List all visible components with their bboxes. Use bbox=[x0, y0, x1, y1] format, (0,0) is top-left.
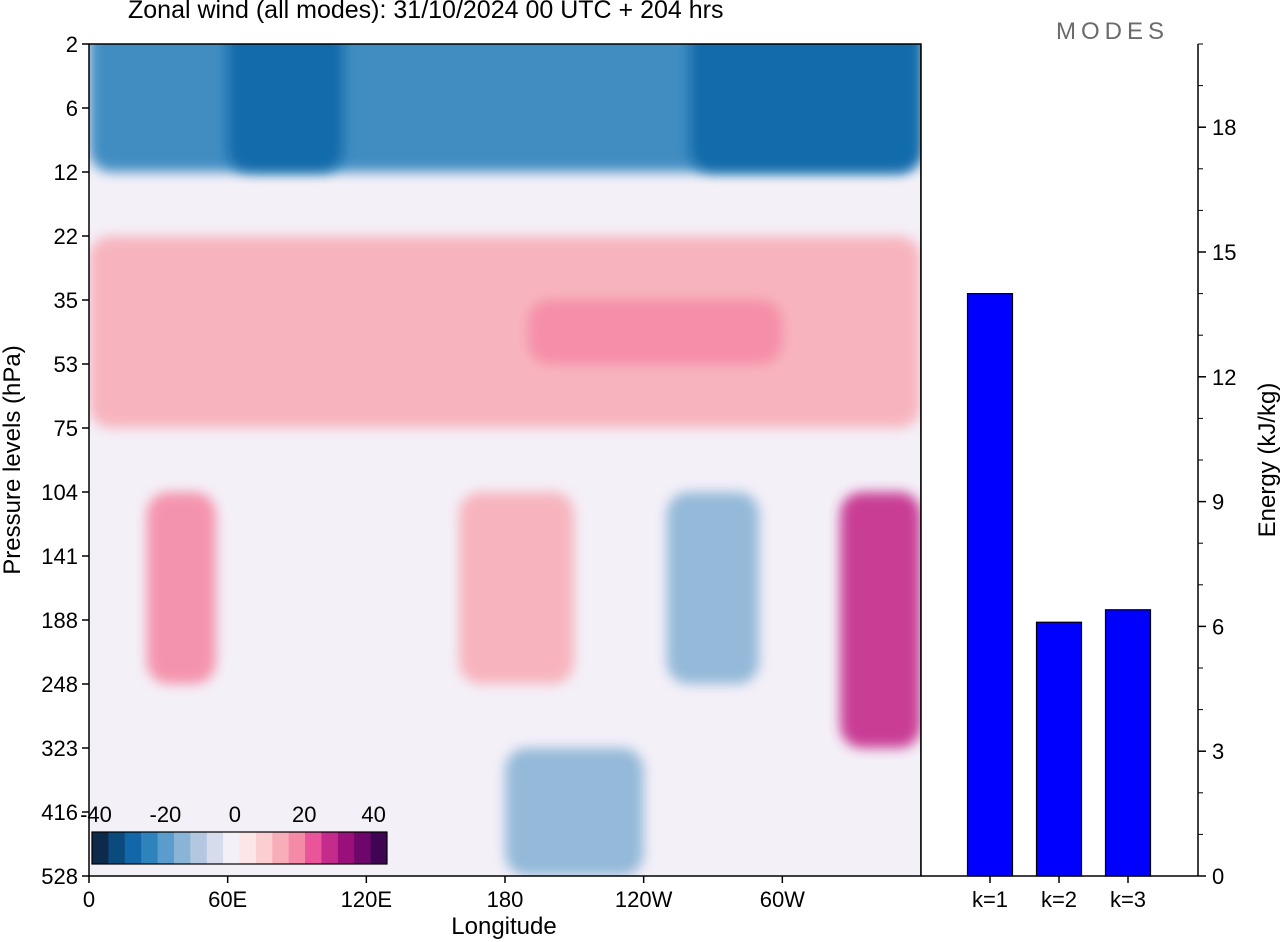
pressure-tick-label: 528 bbox=[41, 864, 78, 889]
pressure-tick-label: 75 bbox=[54, 416, 78, 441]
heatmap-background bbox=[89, 44, 921, 876]
colorbar-swatch bbox=[321, 832, 339, 864]
longitude-tick-label: 180 bbox=[487, 887, 524, 912]
colorbar-swatch bbox=[173, 832, 191, 864]
energy-bar-k=1 bbox=[966, 293, 1014, 877]
mode-tick-label: k=1 bbox=[972, 887, 1008, 912]
modes-logo: MODES bbox=[1056, 18, 1170, 45]
colorbar-swatch bbox=[190, 832, 208, 864]
wind-feature-8 bbox=[840, 492, 921, 748]
energy-bar-k=3 bbox=[1104, 609, 1152, 877]
pressure-tick-label: 12 bbox=[54, 160, 78, 185]
longitude-tick-label: 0 bbox=[83, 887, 95, 912]
colorbar-swatch bbox=[108, 832, 126, 864]
wind-feature-10 bbox=[505, 748, 644, 876]
colorbar-swatch bbox=[305, 832, 322, 864]
wind-feature-9 bbox=[666, 492, 760, 684]
energy-tick-label: 12 bbox=[1212, 365, 1236, 390]
pressure-axis: 2 6 12 22 35 53 75 104 141 188 248 323 416 528 bbox=[41, 32, 89, 889]
colorbar-swatch bbox=[92, 832, 109, 864]
colorbar-swatch bbox=[141, 832, 158, 864]
wind-bands bbox=[89, 44, 921, 876]
wind-feature-3 bbox=[689, 44, 921, 172]
energy-tick-label: 6 bbox=[1212, 614, 1224, 639]
wind-feature-6 bbox=[146, 492, 217, 684]
mode-tick-label: k=3 bbox=[1110, 887, 1146, 912]
wind-feature-2 bbox=[227, 44, 344, 172]
pressure-tick-label: 416 bbox=[41, 800, 78, 825]
colorbar-label: 20 bbox=[292, 802, 316, 827]
colorbar-label: 40 bbox=[361, 802, 385, 827]
energy-tick-label: 0 bbox=[1212, 864, 1224, 889]
colorbar-swatch bbox=[288, 832, 306, 864]
pressure-tick-label: 141 bbox=[41, 544, 78, 569]
energy-bar-k=2 bbox=[1035, 621, 1083, 877]
longitude-tick-label: 120W bbox=[615, 887, 673, 912]
pressure-tick-label: 53 bbox=[54, 352, 78, 377]
colorbar-swatch bbox=[337, 832, 355, 864]
mode-tick-label: k=2 bbox=[1041, 887, 1077, 912]
wind-feature-4 bbox=[89, 236, 921, 428]
energy-axis-title: Energy (kJ/kg) bbox=[1254, 383, 1280, 538]
pressure-tick-label: 2 bbox=[66, 32, 78, 57]
energy-tick-label: 3 bbox=[1212, 739, 1224, 764]
pressure-tick-label: 35 bbox=[54, 288, 78, 313]
colorbar-label: -20 bbox=[150, 802, 182, 827]
colorbar-frame bbox=[91, 831, 388, 865]
longitude-tick-label: 120E bbox=[341, 887, 392, 912]
pressure-tick-label: 188 bbox=[41, 608, 78, 633]
heatmap-panel bbox=[89, 44, 921, 876]
colorbar-label: 0 bbox=[229, 802, 241, 827]
y-axis-title: Pressure levels (hPa) bbox=[0, 345, 26, 574]
energy-tick-label: 18 bbox=[1212, 115, 1236, 140]
pressure-tick-label: 323 bbox=[41, 736, 78, 761]
colorbar-swatch bbox=[124, 832, 142, 864]
longitude-axis: 0 60E 120E 180 120W 60W bbox=[83, 876, 805, 912]
longitude-tick-label: 60W bbox=[760, 887, 805, 912]
longitude-tick-label: 60E bbox=[208, 887, 247, 912]
colorbar-swatch bbox=[370, 832, 388, 864]
energy-bar-panel: 0 3 6 9 12 15 18 k=1 k=2 k=3 Energy (kJ/kg) bbox=[920, 43, 1280, 912]
pressure-tick-label: 22 bbox=[54, 224, 78, 249]
wind-feature-5 bbox=[528, 300, 783, 364]
wind-feature-7 bbox=[458, 492, 575, 684]
colorbar-swatch bbox=[223, 832, 240, 864]
energy-axis: 0 3 6 9 12 15 18 bbox=[1198, 43, 1236, 889]
pressure-tick-label: 6 bbox=[66, 96, 78, 121]
energy-tick-label: 15 bbox=[1212, 240, 1236, 265]
chart-title: Zonal wind (all modes): 31/10/2024 00 UT… bbox=[128, 0, 724, 24]
colorbar-label: -40 bbox=[80, 802, 112, 827]
energy-bars bbox=[966, 293, 1152, 877]
mode-axis: k=1 k=2 k=3 bbox=[972, 876, 1146, 912]
colorbar-swatch bbox=[272, 832, 290, 864]
pressure-tick-label: 248 bbox=[41, 672, 78, 697]
x-axis-title: Longitude bbox=[451, 913, 556, 940]
colorbar-swatch bbox=[354, 832, 372, 864]
pressure-tick-label: 104 bbox=[41, 480, 78, 505]
colorbar-swatch bbox=[255, 832, 273, 864]
colorbar-swatch bbox=[157, 832, 175, 864]
energy-tick-label: 9 bbox=[1212, 490, 1224, 515]
colorbar-swatch bbox=[206, 832, 224, 864]
colorbar: -40 -20 0 20 40 bbox=[80, 802, 388, 865]
colorbar-swatch bbox=[239, 832, 257, 864]
